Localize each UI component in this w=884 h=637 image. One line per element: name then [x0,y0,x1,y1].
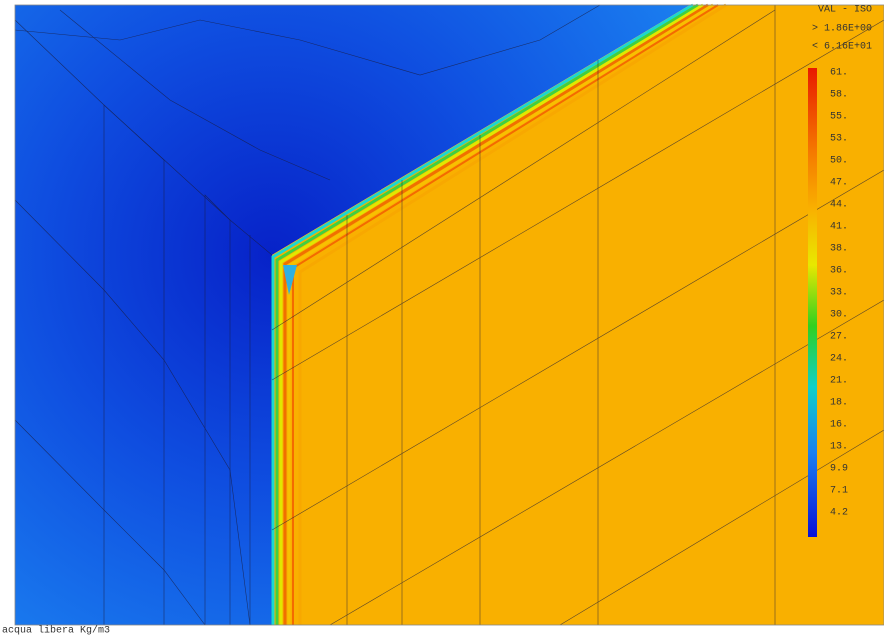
frame [14,4,884,626]
colorbar-label: 33. [830,288,848,299]
colorbar-label: 7.1 [830,486,848,497]
colorbar-label: 61. [830,68,848,79]
legend-min: < 6.16E+01 [812,42,872,53]
colorbar-label: 36. [830,266,848,277]
colorbar-label: 38. [830,244,848,255]
boundary-bands [271,3,727,625]
colorbar-label: 21. [830,376,848,387]
caption: acqua libera Kg/m3 [2,625,110,637]
colorbar-label: 58. [830,90,848,101]
colorbar-label: 30. [830,310,848,321]
colorbar-label: 18. [830,398,848,409]
colorbar-label: 9.9 [830,464,848,475]
colorbar-label: 27. [830,332,848,343]
colorbar-label: 44. [830,200,848,211]
colorbar-labels: 61. 58. 55. 53. 50. 47. 44. 41. 38. 36. 33. 30. 27. 2… [830,68,848,519]
colorbar-label: 50. [830,156,848,167]
colorbar-label: 4.2 [830,508,848,519]
high-region [272,5,884,625]
legend-max: > 1.86E+00 [812,24,872,35]
colorbar-label: 47. [830,178,848,189]
colorbar [808,68,817,537]
legend-title: VAL - ISO [818,5,872,16]
colorbar-label: 41. [830,222,848,233]
colorbar-label: 13. [830,442,848,453]
colorbar-label: 55. [830,112,848,123]
mesh [14,4,884,626]
colorbar-label: 16. [830,420,848,431]
low-region [15,5,690,625]
colorbar-label: 53. [830,134,848,145]
colorbar-label: 24. [830,354,848,365]
